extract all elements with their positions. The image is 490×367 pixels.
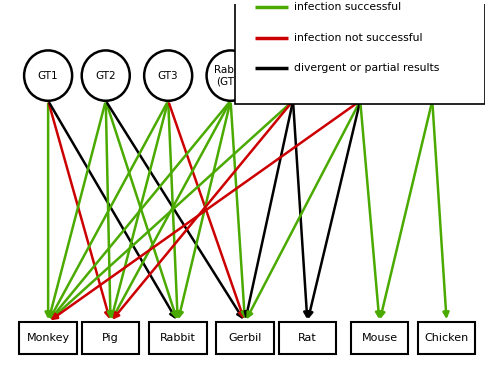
FancyBboxPatch shape [279, 322, 336, 355]
FancyBboxPatch shape [351, 322, 408, 355]
Text: infection not successful: infection not successful [294, 33, 422, 43]
Ellipse shape [408, 50, 456, 101]
Text: Pig: Pig [102, 333, 119, 343]
Text: rat
HEV: rat HEV [349, 65, 371, 86]
FancyBboxPatch shape [149, 322, 207, 355]
Ellipse shape [24, 50, 72, 101]
Text: GT3: GT3 [158, 70, 178, 81]
FancyBboxPatch shape [235, 0, 485, 104]
Text: GT1: GT1 [38, 70, 58, 81]
Text: Mouse: Mouse [362, 333, 397, 343]
Text: infection successful: infection successful [294, 2, 401, 12]
Text: Rabbit: Rabbit [160, 333, 196, 343]
Text: Rat: Rat [298, 333, 317, 343]
Ellipse shape [82, 50, 130, 101]
Text: avian
HEV: avian HEV [418, 65, 446, 86]
Text: GT2: GT2 [96, 70, 116, 81]
Ellipse shape [336, 50, 384, 101]
Text: Gerbil: Gerbil [228, 333, 262, 343]
Ellipse shape [207, 50, 255, 101]
FancyBboxPatch shape [82, 322, 139, 355]
Text: Rabbit
(GT3): Rabbit (GT3) [214, 65, 247, 86]
Ellipse shape [144, 50, 192, 101]
FancyBboxPatch shape [216, 322, 274, 355]
Text: Chicken: Chicken [424, 333, 469, 343]
Ellipse shape [269, 50, 317, 101]
Text: divergent or partial results: divergent or partial results [294, 63, 440, 73]
Text: Monkey: Monkey [26, 333, 70, 343]
FancyBboxPatch shape [418, 322, 475, 355]
Text: GT4: GT4 [283, 70, 303, 81]
FancyBboxPatch shape [19, 322, 77, 355]
